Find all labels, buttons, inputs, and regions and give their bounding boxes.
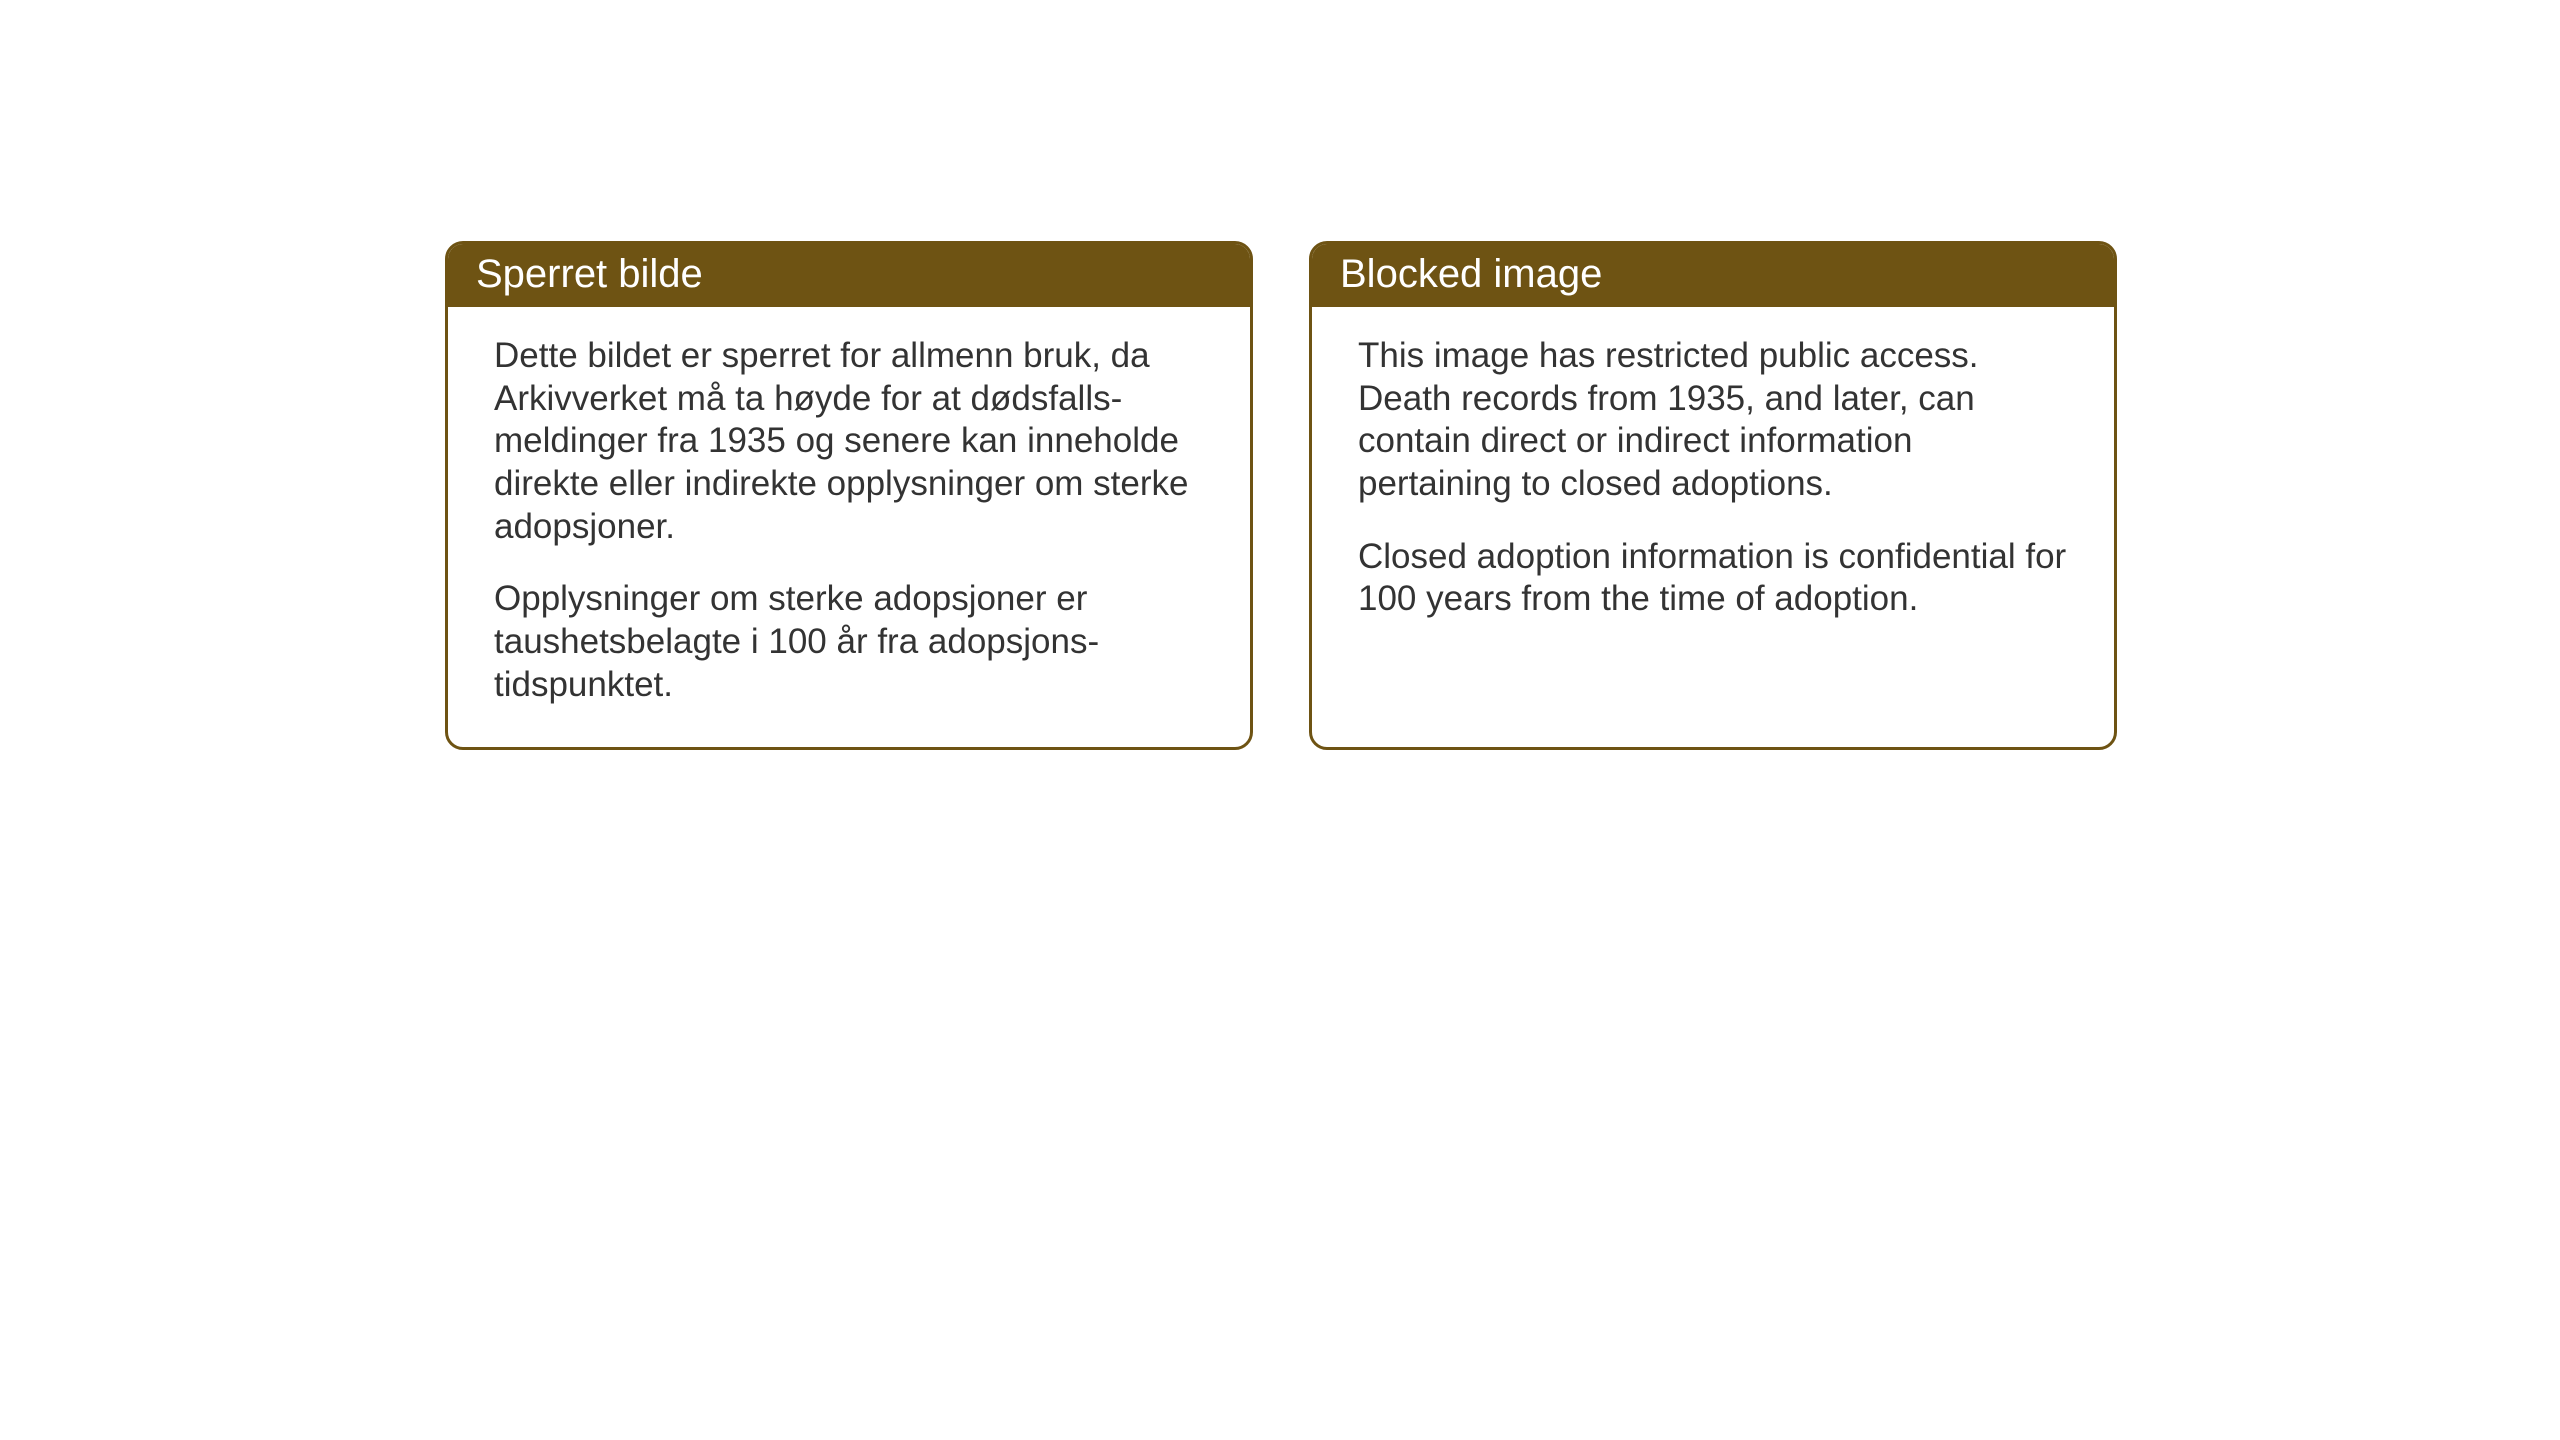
notice-header-english: Blocked image bbox=[1312, 244, 2114, 307]
notice-card-english: Blocked image This image has restricted … bbox=[1309, 241, 2117, 750]
notice-card-norwegian: Sperret bilde Dette bildet er sperret fo… bbox=[445, 241, 1253, 750]
notice-container: Sperret bilde Dette bildet er sperret fo… bbox=[445, 241, 2117, 750]
notice-paragraph-1-norwegian: Dette bildet er sperret for allmenn bruk… bbox=[494, 335, 1204, 548]
notice-header-norwegian: Sperret bilde bbox=[448, 244, 1250, 307]
notice-body-norwegian: Dette bildet er sperret for allmenn bruk… bbox=[448, 307, 1250, 743]
notice-title-norwegian: Sperret bilde bbox=[476, 252, 703, 296]
notice-paragraph-2-norwegian: Opplysninger om sterke adopsjoner er tau… bbox=[494, 578, 1204, 706]
notice-paragraph-2-english: Closed adoption information is confident… bbox=[1358, 536, 2068, 621]
notice-title-english: Blocked image bbox=[1340, 252, 1602, 296]
notice-body-english: This image has restricted public access.… bbox=[1312, 307, 2114, 657]
notice-paragraph-1-english: This image has restricted public access.… bbox=[1358, 335, 2068, 506]
